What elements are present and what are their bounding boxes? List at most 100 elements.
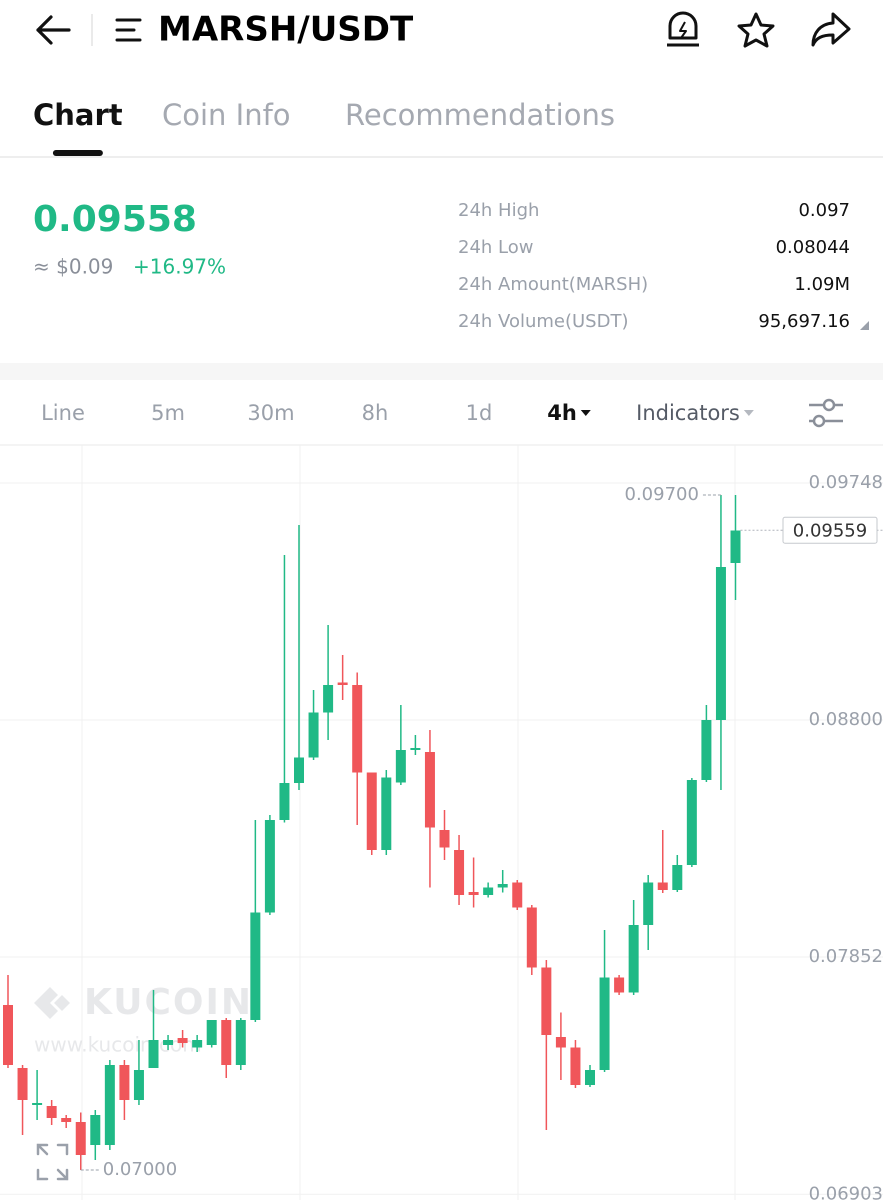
stat-value: 0.097 xyxy=(798,200,850,221)
high-label: 0.09700 xyxy=(625,484,699,505)
candle-body xyxy=(483,887,494,895)
stat-value: 95,697.16 xyxy=(758,311,850,332)
tab-indicator xyxy=(52,150,103,156)
candle-body xyxy=(454,850,465,895)
candle-body xyxy=(395,750,406,783)
timeframe-button[interactable]: 30m xyxy=(247,401,294,425)
last-price: 0.09558 xyxy=(33,199,197,240)
candle-body xyxy=(701,720,712,780)
candle-body xyxy=(497,884,508,888)
pair-title: MARSH/USDT xyxy=(158,10,414,50)
candle-body xyxy=(686,780,697,865)
candle-body xyxy=(90,1115,101,1145)
candle-body xyxy=(410,748,421,750)
candle-body xyxy=(672,865,683,890)
candle-body xyxy=(657,882,668,890)
candle-body xyxy=(366,772,377,850)
candle-body xyxy=(206,1020,217,1045)
candle-body xyxy=(235,1020,246,1065)
candle-body xyxy=(570,1047,581,1085)
candle-body xyxy=(46,1106,57,1118)
dropdown-caret xyxy=(580,410,591,416)
timeframe-button[interactable]: 5m xyxy=(151,401,185,425)
candle-body xyxy=(264,820,275,913)
y-tick-label: 0.09748 xyxy=(809,472,883,493)
timeframe-button[interactable]: Indicators xyxy=(636,401,740,425)
tab[interactable]: Chart xyxy=(33,98,123,132)
candle-body xyxy=(250,912,261,1020)
last-price-box xyxy=(782,516,878,544)
candle-body xyxy=(148,1040,159,1068)
candle-body xyxy=(337,682,348,685)
candle-body xyxy=(424,752,435,828)
candle-body xyxy=(439,830,450,848)
tab[interactable]: Coin Info xyxy=(162,98,291,132)
stat-label: 24h Low xyxy=(458,237,533,258)
candle-body xyxy=(294,757,304,783)
candle-body xyxy=(555,1037,566,1048)
tab[interactable]: Recommendations xyxy=(345,98,615,132)
timeframe-button[interactable]: Line xyxy=(41,401,85,425)
candle-body xyxy=(614,977,625,993)
timeframe-button[interactable]: 8h xyxy=(362,401,389,425)
stat-value: 0.08044 xyxy=(776,237,850,258)
y-tick-label: 0.06903 xyxy=(809,1183,883,1200)
candle-body xyxy=(585,1070,595,1085)
favorite-icon[interactable] xyxy=(737,12,775,48)
candle-body xyxy=(75,1122,86,1155)
section-separator xyxy=(0,363,883,380)
candle-body xyxy=(730,530,741,563)
candle-body xyxy=(32,1103,43,1105)
stat-label: 24h High xyxy=(458,200,539,221)
candle-body xyxy=(221,1020,232,1065)
candle-body xyxy=(279,783,290,820)
candle-body xyxy=(381,777,392,850)
candlestick-chart: KUCOIN www.kucoin.com 0.09748 0.08800 0.07… xyxy=(0,445,883,1200)
candle-body xyxy=(628,925,639,993)
candle-body xyxy=(468,892,479,895)
candle-body xyxy=(599,977,610,1070)
fullscreen-icon[interactable] xyxy=(36,1143,69,1181)
candle-body xyxy=(61,1118,72,1122)
candle-body xyxy=(541,967,552,1035)
candle-body xyxy=(512,882,523,908)
volume-indicator xyxy=(860,321,869,330)
alert-icon[interactable] xyxy=(667,11,699,47)
watermark-url: www.kucoin.com xyxy=(34,1033,202,1057)
candle-body xyxy=(177,1038,188,1043)
watermark: KUCOIN www.kucoin.com xyxy=(34,982,253,1057)
candle-body xyxy=(3,1005,13,1065)
candle-body xyxy=(163,1040,174,1045)
candle-body xyxy=(17,1068,28,1100)
candle-body xyxy=(133,1070,144,1100)
vertical-grid xyxy=(81,445,736,1200)
last-price-label: 0.09559 xyxy=(793,520,867,541)
stat-label: 24h Volume(USDT) xyxy=(458,311,628,332)
y-tick-label: 0.08800 xyxy=(809,709,883,730)
dropdown-caret xyxy=(743,410,754,416)
back-button[interactable] xyxy=(36,15,71,45)
candle-body xyxy=(643,882,654,925)
candle-body xyxy=(352,685,363,773)
menu-icon[interactable] xyxy=(115,18,142,42)
stat-value: 1.09M xyxy=(794,274,850,295)
candle-body xyxy=(715,567,726,720)
candle-body xyxy=(119,1065,130,1100)
candle-body xyxy=(192,1040,203,1048)
share-icon[interactable] xyxy=(811,12,851,47)
chart-settings-icon[interactable] xyxy=(809,398,843,428)
timeframe-button[interactable]: 1d xyxy=(466,401,493,425)
price-change: +16.97% xyxy=(133,255,226,279)
candle-body xyxy=(526,907,537,968)
stat-label: 24h Amount(MARSH) xyxy=(458,274,648,295)
candle-body xyxy=(104,1065,115,1145)
candle-body xyxy=(308,712,319,758)
watermark-brand: KUCOIN xyxy=(84,982,253,1023)
candle-body xyxy=(323,685,334,713)
timeframe-button[interactable]: 4h xyxy=(547,401,577,425)
fiat-price: ≈ $0.09 xyxy=(33,255,113,279)
low-label: 0.07000 xyxy=(103,1159,177,1180)
y-tick-label: 0.07852 xyxy=(809,946,883,967)
